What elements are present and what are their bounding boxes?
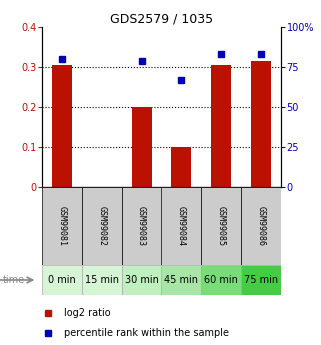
Text: GSM99085: GSM99085 [217, 206, 226, 246]
Bar [171, 147, 191, 187]
Bar [241, 265, 281, 295]
Bar [201, 187, 241, 265]
Bar [122, 187, 161, 265]
Text: GSM99084: GSM99084 [177, 206, 186, 246]
Text: log2 ratio: log2 ratio [65, 307, 111, 317]
Text: 75 min: 75 min [244, 275, 278, 285]
Text: GSM99081: GSM99081 [57, 206, 66, 246]
Bar [52, 65, 72, 187]
Bar [42, 265, 82, 295]
Text: 60 min: 60 min [204, 275, 238, 285]
Title: GDS2579 / 1035: GDS2579 / 1035 [110, 13, 213, 26]
Bar [122, 265, 161, 295]
Text: percentile rank within the sample: percentile rank within the sample [65, 327, 230, 337]
Text: time: time [3, 275, 25, 285]
Text: 15 min: 15 min [85, 275, 119, 285]
Text: 0 min: 0 min [48, 275, 76, 285]
Text: GSM99083: GSM99083 [137, 206, 146, 246]
Text: 30 min: 30 min [125, 275, 159, 285]
Bar [82, 187, 122, 265]
Bar [211, 65, 231, 187]
Bar [42, 187, 82, 265]
Bar [82, 265, 122, 295]
Text: GSM99086: GSM99086 [256, 206, 265, 246]
Bar [161, 187, 201, 265]
Bar [161, 265, 201, 295]
Bar [132, 107, 152, 187]
Text: 45 min: 45 min [164, 275, 198, 285]
Text: GSM99082: GSM99082 [97, 206, 106, 246]
Bar [251, 61, 271, 187]
Bar [241, 187, 281, 265]
Bar [201, 265, 241, 295]
